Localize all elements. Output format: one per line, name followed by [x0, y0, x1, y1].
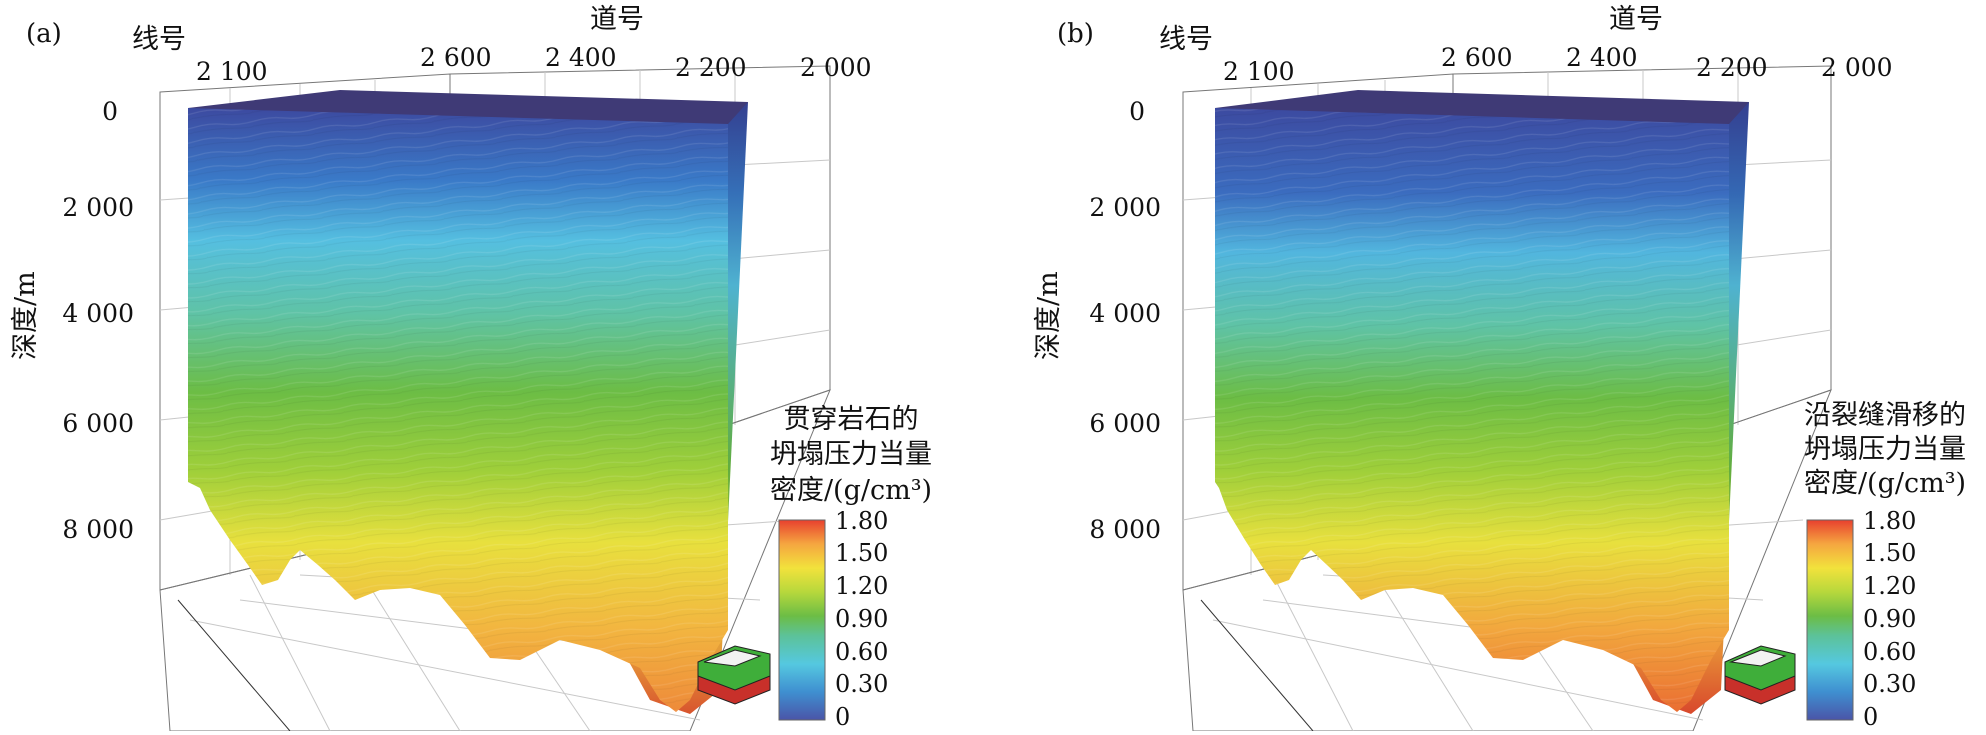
trace-tick-label: 2 200 — [675, 53, 747, 82]
volume-top-face — [1215, 90, 1749, 124]
panel-a-figure: (a) 线号 2 100 道号 2 600 2 400 2 200 2 000 … — [10, 4, 932, 732]
depth-tick-label: 0 — [102, 97, 118, 126]
colorbar-title-line: 密度/(g/cm³) — [770, 475, 932, 506]
orientation-compass-icon — [1724, 645, 1796, 705]
trace-tick-label: 2 000 — [800, 53, 872, 82]
line-axis-title: 线号 — [132, 24, 186, 55]
line-tick-label: 2 100 — [1223, 57, 1295, 86]
colorbar-tick-label: 1.50 — [835, 539, 888, 567]
trace-tick-label: 2 400 — [545, 43, 617, 72]
trace-axis-title: 道号 — [1609, 4, 1663, 35]
depth-tick-label: 6 000 — [1089, 409, 1161, 438]
colorbar — [778, 519, 826, 721]
colorbar-tick-label: 0.60 — [1863, 638, 1916, 666]
panel-a: (a) 线号 2 100 道号 2 600 2 400 2 200 2 000 … — [0, 0, 993, 732]
depth-tick-label: 4 000 — [62, 299, 134, 328]
colorbar-tick-label: 0 — [1863, 703, 1878, 731]
colorbar-tick-label: 0.30 — [835, 670, 888, 698]
trace-axis-title: 道号 — [590, 4, 644, 35]
colorbar-ticks: 1.80 1.50 1.20 0.90 0.60 0.30 0 — [1863, 507, 1916, 731]
colorbar-ticks: 1.80 1.50 1.20 0.90 0.60 0.30 0 — [835, 507, 888, 731]
colorbar-tick-label: 1.80 — [835, 507, 888, 535]
panel-label: (b) — [1057, 19, 1094, 49]
colorbar-title-line: 贯穿岩石的 — [784, 404, 919, 435]
depth-tick-label: 0 — [1129, 97, 1145, 126]
volume-top-face — [188, 90, 748, 124]
orientation-compass-icon — [697, 645, 771, 705]
depth-tick-label: 4 000 — [1089, 299, 1161, 328]
trace-tick-label: 2 600 — [420, 43, 492, 72]
colorbar-title-line: 密度/(g/cm³) — [1804, 468, 1966, 499]
trace-tick-label: 2 200 — [1696, 53, 1768, 82]
depth-tick-label: 8 000 — [62, 515, 134, 544]
colorbar — [1806, 519, 1854, 721]
colorbar-tick-label: 1.80 — [1863, 507, 1916, 535]
depth-axis-title: 深度/m — [10, 271, 41, 360]
trace-tick-label: 2 400 — [1566, 43, 1638, 72]
trace-tick-label: 2 600 — [1441, 43, 1513, 72]
depth-axis-title: 深度/m — [1033, 271, 1064, 360]
depth-tick-label: 2 000 — [62, 193, 134, 222]
depth-tick-label: 6 000 — [62, 409, 134, 438]
colorbar-tick-label: 1.20 — [1863, 572, 1916, 600]
trace-tick-label: 2 000 — [1821, 53, 1893, 82]
panel-b-figure: (b) 线号 2 100 道号 2 600 2 400 2 200 2 000 … — [1033, 4, 1966, 732]
line-axis-title: 线号 — [1159, 24, 1213, 55]
colorbar-title-line: 坍塌压力当量 — [1804, 434, 1966, 465]
colorbar-tick-label: 0.90 — [1863, 605, 1916, 633]
colorbar-title-line: 坍塌压力当量 — [770, 439, 932, 470]
panel-b: (b) 线号 2 100 道号 2 600 2 400 2 200 2 000 … — [1013, 0, 1986, 732]
colorbar-title-line: 沿裂缝滑移的 — [1804, 400, 1966, 431]
colorbar-tick-label: 0.60 — [835, 638, 888, 666]
colorbar-tick-label: 0.30 — [1863, 670, 1916, 698]
colorbar-tick-label: 0 — [835, 703, 850, 731]
colorbar-tick-label: 0.90 — [835, 605, 888, 633]
colorbar-tick-label: 1.50 — [1863, 539, 1916, 567]
colorbar-tick-label: 1.20 — [835, 572, 888, 600]
depth-tick-label: 8 000 — [1089, 515, 1161, 544]
line-tick-label: 2 100 — [196, 57, 268, 86]
panel-label: (a) — [26, 19, 62, 49]
depth-tick-label: 2 000 — [1089, 193, 1161, 222]
